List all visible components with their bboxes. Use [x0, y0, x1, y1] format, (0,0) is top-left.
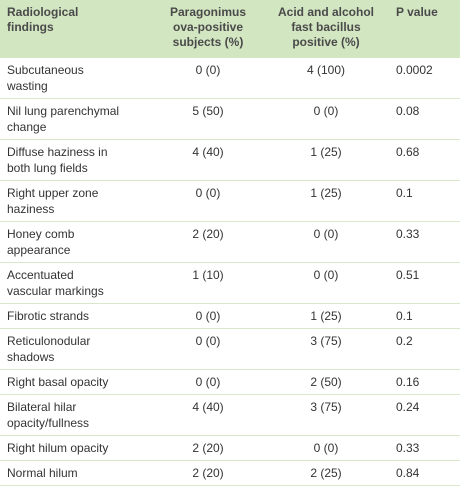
value-cell: 2 (50) — [266, 369, 386, 395]
value-cell: 0 (0) — [266, 98, 386, 140]
value-cell: 0.24 — [386, 394, 460, 436]
value-cell: 4 (40) — [150, 394, 266, 436]
table-row: Fibrotic strands 0 (0) 1 (25) 0.1 — [0, 303, 460, 329]
header-row: Radiological findings Paragonimus ova-po… — [0, 0, 460, 58]
finding-cell: Bilateral hilar opacity/fullness — [0, 394, 150, 436]
table-row: Nil lung parenchymal change 5 (50) 0 (0) 0.… — [0, 98, 460, 140]
header-cell: Radiological findings — [0, 0, 150, 58]
table-row: Accentuated vascular markings 1 (10) 0 (0)… — [0, 262, 460, 304]
finding-cell: Reticulonodular shadows — [0, 328, 150, 370]
finding-cell: Accentuated vascular markings — [0, 262, 150, 304]
value-cell: 1 (10) — [150, 262, 266, 304]
finding-cell: Fibrotic strands — [0, 303, 150, 329]
value-cell: 5 (50) — [150, 98, 266, 140]
header-cell: Paragonimus ova-positive subjects (%) — [150, 0, 266, 58]
value-cell: 2 (20) — [150, 460, 266, 486]
value-cell: 0 (0) — [266, 262, 386, 304]
finding-cell: Right upper zone haziness — [0, 180, 150, 222]
value-cell: 4 (40) — [150, 139, 266, 181]
value-cell: 2 (20) — [150, 435, 266, 461]
value-cell: 0.1 — [386, 180, 460, 222]
value-cell: 0.33 — [386, 221, 460, 263]
value-cell: 0 (0) — [266, 221, 386, 263]
finding-cell: Subcutaneous wasting — [0, 58, 150, 99]
finding-cell: Normal hilum — [0, 460, 150, 486]
table-row: Honey comb appearance 2 (20) 0 (0) 0.33 — [0, 221, 460, 263]
value-cell: 0 (0) — [150, 180, 266, 222]
table-header: Radiological findings Paragonimus ova-po… — [0, 0, 460, 58]
value-cell: 0.0002 — [386, 58, 460, 99]
value-cell: 0 (0) — [150, 328, 266, 370]
value-cell: 3 (75) — [266, 328, 386, 370]
value-cell: 0 (0) — [266, 435, 386, 461]
table-row: Bilateral hilar opacity/fullness 4 (40) 3 … — [0, 394, 460, 436]
value-cell: 3 (75) — [266, 394, 386, 436]
finding-cell: Right basal opacity — [0, 369, 150, 395]
table-row: Right hilum opacity 2 (20) 0 (0) 0.33 — [0, 435, 460, 461]
header-cell: Acid and alcohol fast bacillus positive … — [266, 0, 386, 58]
table-body: Subcutaneous wasting 0 (0) 4 (100) 0.0002 Ni… — [0, 58, 460, 486]
table-row: Right upper zone haziness 0 (0) 1 (25) 0.1 — [0, 180, 460, 222]
value-cell: 0.08 — [386, 98, 460, 140]
value-cell: 4 (100) — [266, 58, 386, 99]
value-cell: 0 (0) — [150, 58, 266, 99]
value-cell: 1 (25) — [266, 180, 386, 222]
value-cell: 0.51 — [386, 262, 460, 304]
finding-cell: Right hilum opacity — [0, 435, 150, 461]
finding-cell: Diffuse haziness in both lung fields — [0, 139, 150, 181]
table-row: Diffuse haziness in both lung fields 4 (4… — [0, 139, 460, 181]
value-cell: 0.84 — [386, 460, 460, 486]
value-cell: 1 (25) — [266, 303, 386, 329]
table-row: Normal hilum 2 (20) 2 (25) 0.84 — [0, 460, 460, 486]
value-cell: 0 (0) — [150, 369, 266, 395]
value-cell: 0.68 — [386, 139, 460, 181]
finding-cell: Nil lung parenchymal change — [0, 98, 150, 140]
table-row: Reticulonodular shadows 0 (0) 3 (75) 0.2 — [0, 328, 460, 370]
header-cell: P value — [386, 0, 460, 58]
value-cell: 2 (20) — [150, 221, 266, 263]
value-cell: 1 (25) — [266, 139, 386, 181]
value-cell: 0.2 — [386, 328, 460, 370]
value-cell: 0.33 — [386, 435, 460, 461]
value-cell: 0 (0) — [150, 303, 266, 329]
table-row: Right basal opacity 0 (0) 2 (50) 0.16 — [0, 369, 460, 395]
table-row: Subcutaneous wasting 0 (0) 4 (100) 0.0002 — [0, 58, 460, 99]
finding-cell: Honey comb appearance — [0, 221, 150, 263]
value-cell: 0.16 — [386, 369, 460, 395]
value-cell: 0.1 — [386, 303, 460, 329]
value-cell: 2 (25) — [266, 460, 386, 486]
